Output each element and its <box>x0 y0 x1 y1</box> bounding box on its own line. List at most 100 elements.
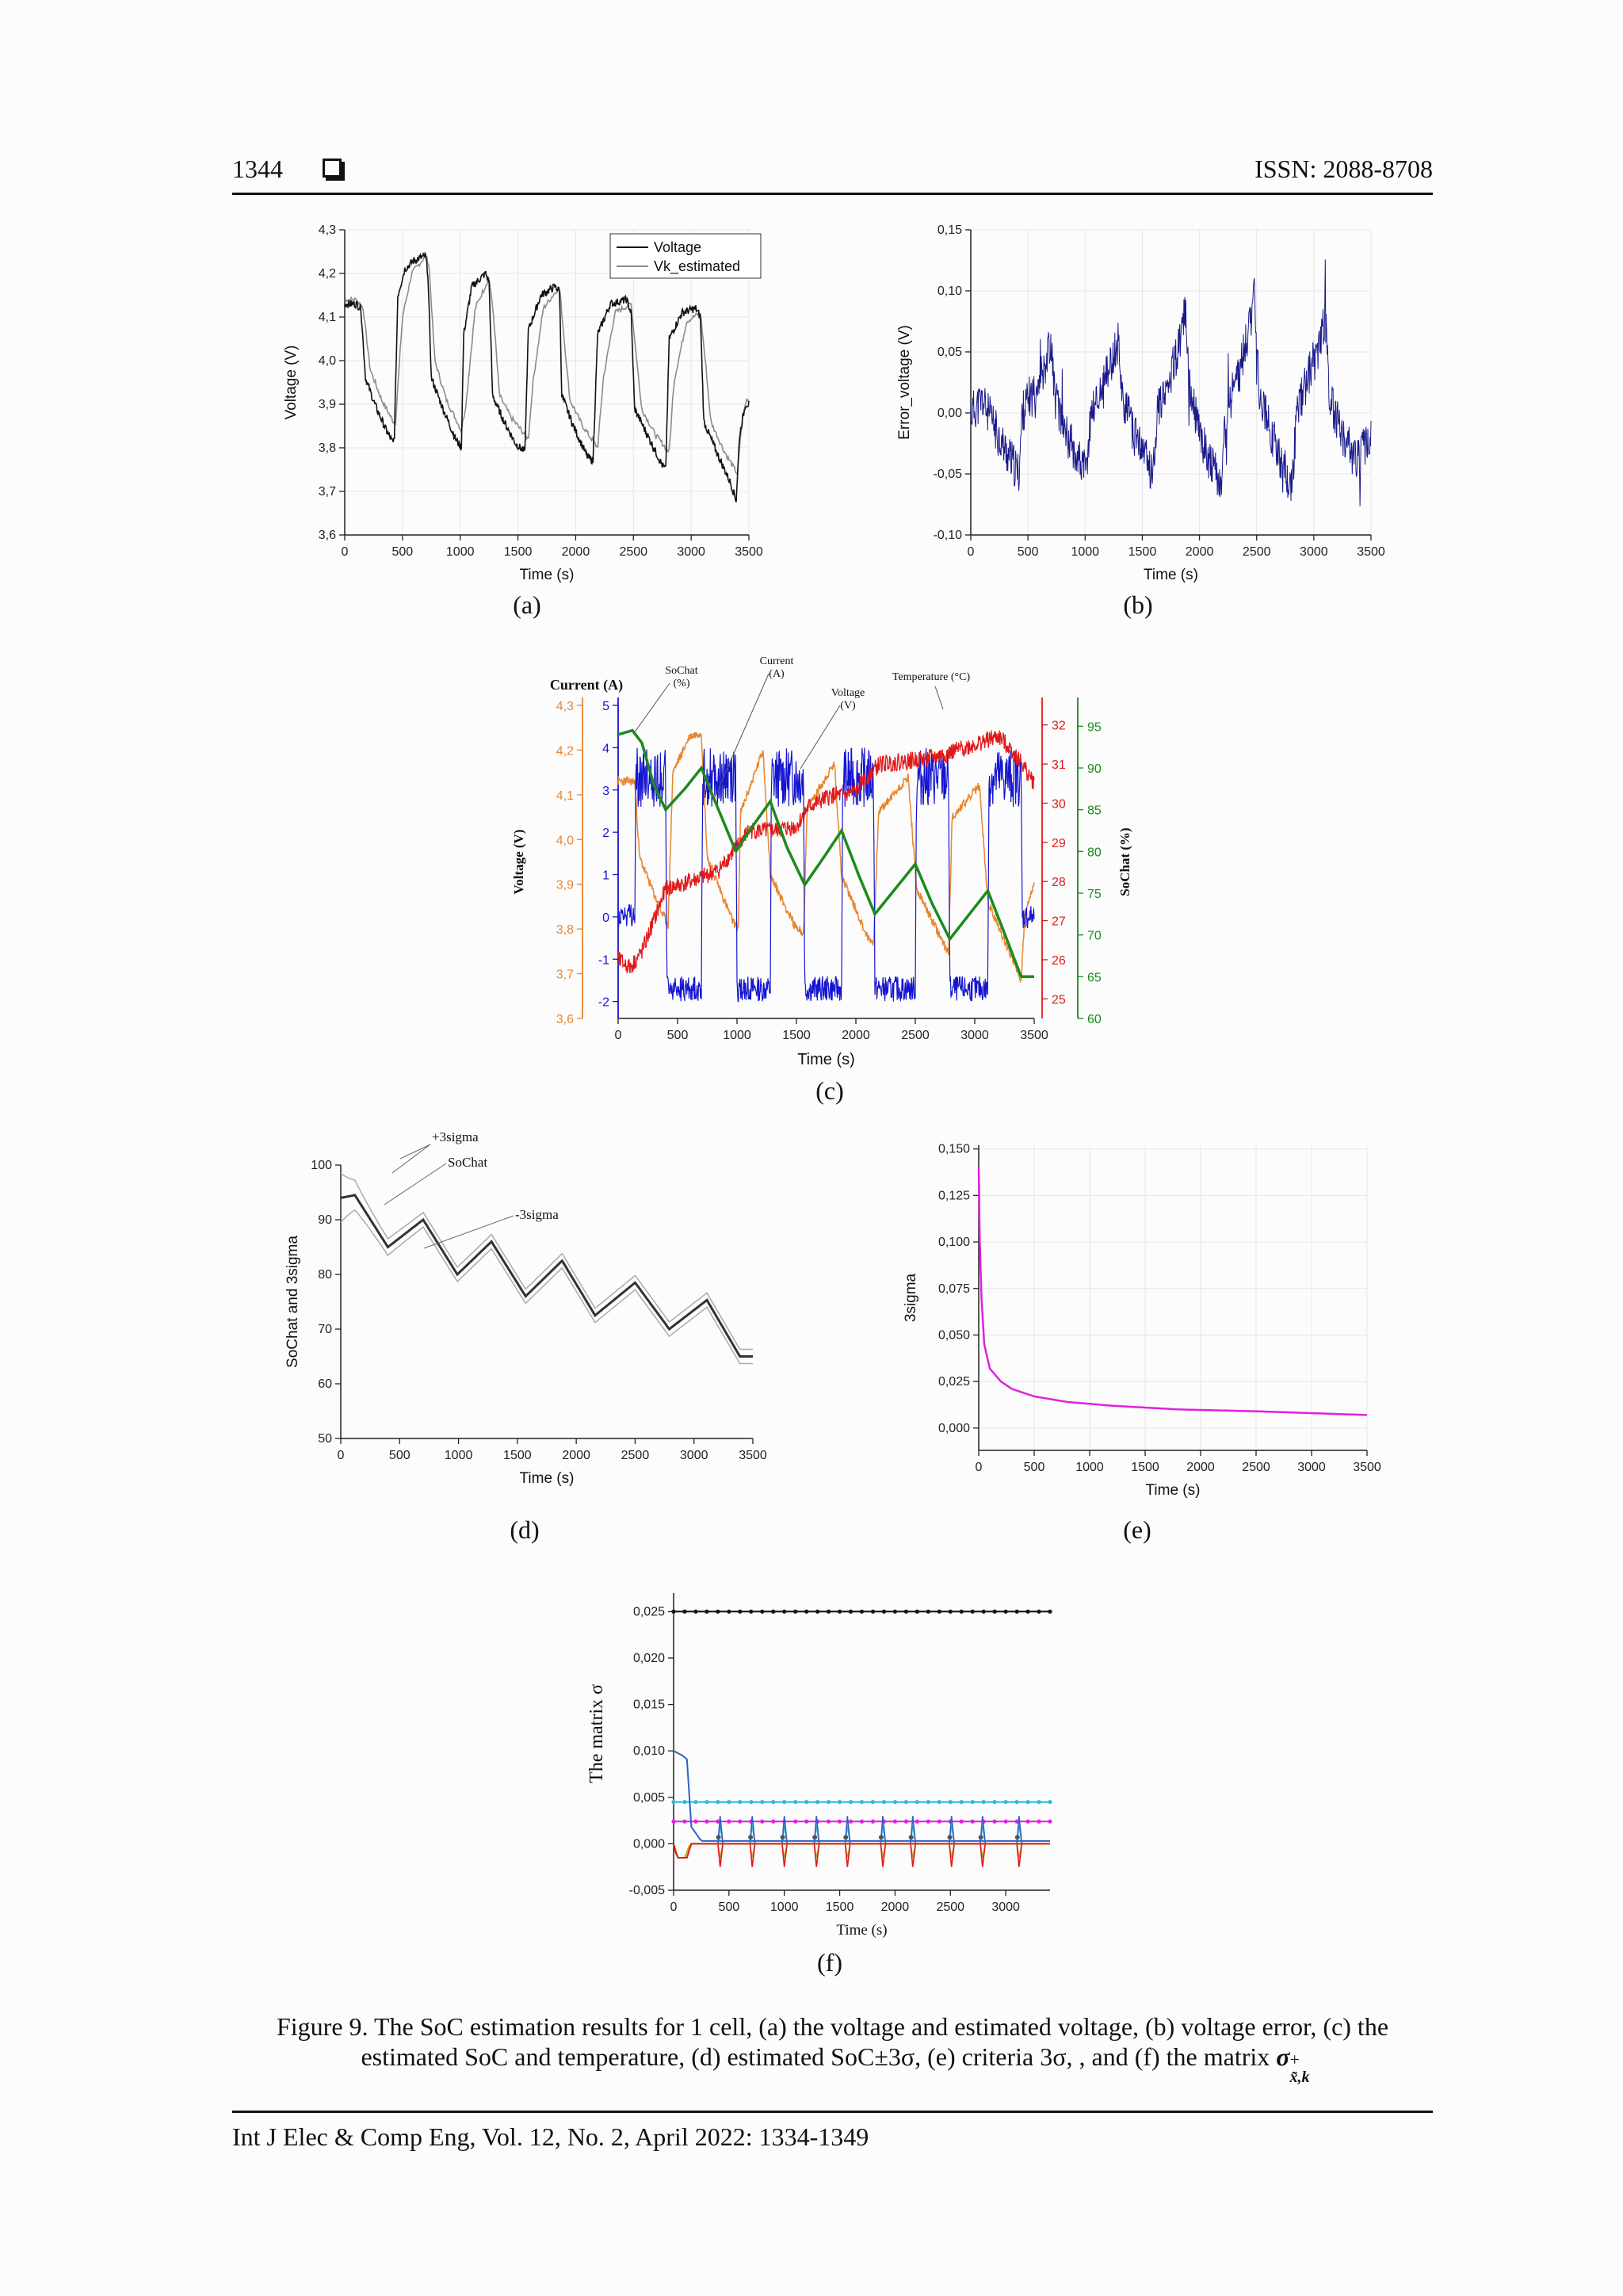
e-y-tick-label: 0,150 <box>938 1143 970 1156</box>
f-marker-s2 <box>1014 1800 1019 1805</box>
c-x-tick-label: 1500 <box>782 1029 811 1042</box>
c-x-tick-label: 1000 <box>723 1029 751 1042</box>
c-x-tick-label: 0 <box>615 1029 622 1042</box>
a-y-tick-label: 4,2 <box>319 267 336 281</box>
f-marker-s3 <box>837 1819 842 1824</box>
f-spike <box>949 1843 955 1867</box>
a-x-tick-label: 1000 <box>446 545 475 559</box>
e-x-tick-label: 3000 <box>1297 1461 1326 1474</box>
c-voltage-tick-label: 3,9 <box>556 879 574 892</box>
c-voltage-tick-label: 3,8 <box>556 923 574 937</box>
f-marker-s2 <box>1003 1800 1008 1805</box>
c-voltage-tick-label: 4,2 <box>556 744 574 758</box>
c-current-tick-label: 4 <box>602 742 609 755</box>
f-spike-marker <box>878 1835 884 1840</box>
b-y-tick-label: -0,05 <box>934 468 963 481</box>
f-spike <box>910 1816 917 1844</box>
c-voltage-tick-label: 4,3 <box>556 700 574 713</box>
c-sochat-tick-label: 95 <box>1087 720 1102 734</box>
d-series-plus-3sigma <box>340 1172 753 1350</box>
f-marker-s3 <box>970 1819 975 1824</box>
c-temperature-tick-label: 30 <box>1052 797 1066 811</box>
f-marker-s3 <box>671 1819 676 1824</box>
d-annotation-leader <box>423 1215 514 1249</box>
f-marker-s3 <box>959 1819 964 1824</box>
f-marker-s1 <box>1037 1609 1041 1614</box>
f-x-tick-label: 1000 <box>770 1901 799 1914</box>
f-marker-s2 <box>937 1800 941 1805</box>
f-spike-marker <box>978 1835 983 1840</box>
f-marker-s3 <box>992 1819 997 1824</box>
page-number: 1344 <box>232 155 283 183</box>
f-marker-s1 <box>870 1609 876 1614</box>
b-y-tick-label: 0,15 <box>938 223 962 237</box>
c-current-tick-label: 2 <box>602 827 609 840</box>
c-temperature-tick-label: 28 <box>1052 876 1066 889</box>
d-x-tick-label: 0 <box>338 1449 345 1462</box>
b-x-tick-label: 1000 <box>1071 545 1099 559</box>
c-voltage-axis-label: Voltage (V) <box>511 830 526 895</box>
f-spike <box>910 1843 917 1867</box>
a-y-tick-label: 3,7 <box>319 485 336 499</box>
f-marker-s2 <box>870 1800 876 1805</box>
f-marker-s1 <box>1025 1609 1030 1614</box>
c-sochat-tick-label: 70 <box>1087 930 1102 943</box>
f-marker-s1 <box>881 1609 887 1614</box>
c-series-voltage <box>617 732 1035 983</box>
d-x-axis-label: Time (s) <box>520 1470 575 1487</box>
figure-caption: Figure 9. The SoC estimation results for… <box>232 2011 1433 2086</box>
c-x-tick-label: 3000 <box>960 1029 989 1042</box>
f-marker-s1 <box>926 1609 930 1614</box>
f-marker-s2 <box>682 1800 687 1805</box>
f-spike <box>980 1816 987 1844</box>
b-y-tick-label: 0,00 <box>938 407 962 420</box>
f-marker-s3 <box>760 1819 765 1824</box>
f-marker-s1 <box>705 1609 709 1614</box>
d-x-tick-label: 2000 <box>562 1449 590 1462</box>
f-marker-s2 <box>892 1800 898 1805</box>
c-voltage-tick-label: 3,7 <box>556 968 574 982</box>
f-marker-s3 <box>738 1819 743 1824</box>
c-annotation-label: SoChat <box>665 665 697 677</box>
caption-line-2: estimated SoC and temperature, (d) estim… <box>232 2042 1433 2086</box>
f-spike <box>844 1843 851 1867</box>
f-marker-s1 <box>959 1609 964 1614</box>
f-marker-s2 <box>671 1800 676 1805</box>
c-sochat-tick-label: 85 <box>1087 804 1102 818</box>
f-series-s6 <box>673 1843 1050 1859</box>
c-annotation-label: Temperature (°C) <box>892 671 971 683</box>
f-marker-s3 <box>1037 1819 1041 1824</box>
f-marker-s3 <box>804 1819 809 1824</box>
f-marker-s2 <box>760 1800 765 1805</box>
f-spike <box>749 1816 756 1844</box>
a-x-tick-label: 500 <box>392 545 414 559</box>
f-marker-s2 <box>837 1800 842 1805</box>
f-marker-s3 <box>771 1819 776 1824</box>
f-y-tick-label: 0,000 <box>633 1837 665 1851</box>
a-x-tick-label: 0 <box>342 545 349 559</box>
b-x-axis-label: Time (s) <box>1144 567 1198 583</box>
b-y-axis-label: Error_voltage (V) <box>896 325 913 440</box>
b-x-tick-label: 1500 <box>1128 545 1157 559</box>
f-spike <box>717 1816 724 1844</box>
f-marker-s2 <box>705 1800 709 1805</box>
f-marker-s1 <box>992 1609 997 1614</box>
f-spike <box>980 1843 987 1867</box>
sublabel-f: (f) <box>817 1948 842 1977</box>
f-marker-s1 <box>771 1609 776 1614</box>
f-spike <box>1016 1816 1023 1844</box>
header-rule <box>232 193 1433 195</box>
d-y-tick-label: 90 <box>318 1213 332 1227</box>
f-marker-s3 <box>926 1819 930 1824</box>
d-annotation-label: -3sigma <box>515 1207 559 1222</box>
f-series-s4 <box>673 1750 1050 1842</box>
chart-a: 0 500 1000 1500 2000 2500 3000 3500 3,6 3,7 3,8 3,9… <box>283 223 763 583</box>
a-x-tick-label: 3000 <box>677 545 705 559</box>
f-spike <box>781 1816 788 1844</box>
c-annotation-leader <box>633 682 670 734</box>
f-marker-s2 <box>1025 1800 1030 1805</box>
caption-sub: x̃,k <box>1289 2069 1310 2086</box>
f-spike-marker <box>780 1835 785 1840</box>
e-x-tick-label: 1000 <box>1075 1461 1104 1474</box>
f-marker-s1 <box>804 1609 809 1614</box>
